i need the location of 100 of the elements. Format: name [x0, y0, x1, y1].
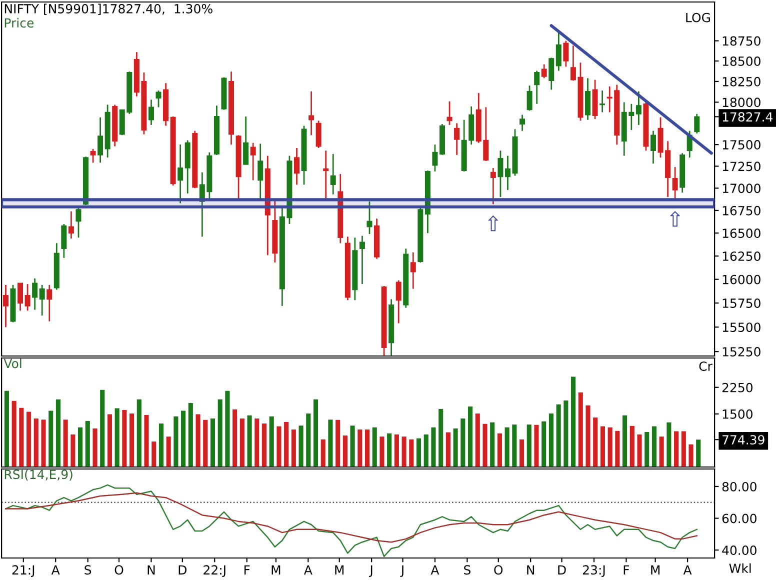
x-tick-label: S — [464, 565, 470, 575]
bar — [593, 417, 598, 467]
bar — [34, 418, 38, 467]
candlestick — [490, 167, 496, 205]
line-series — [5, 484, 698, 558]
bar — [431, 427, 436, 467]
bar — [107, 414, 112, 467]
candlestick — [98, 116, 104, 164]
candlestick — [18, 282, 24, 312]
candlestick — [541, 64, 547, 79]
y-tick-label: 774.39 — [722, 435, 764, 445]
candlestick — [526, 84, 532, 112]
annotation: ⇧ — [488, 215, 498, 232]
candlestick — [2, 284, 8, 328]
candlestick — [76, 207, 82, 238]
line-series — [5, 492, 698, 543]
y-tick-label: 16000 — [722, 274, 760, 284]
bar — [468, 406, 473, 467]
y-axis-title: Cr — [699, 361, 712, 371]
bar — [262, 423, 267, 467]
bar — [247, 415, 252, 467]
bar — [188, 402, 193, 467]
candlestick — [694, 113, 700, 134]
bar — [78, 427, 83, 467]
bar — [490, 422, 495, 467]
candlestick — [396, 280, 402, 324]
candlestick — [61, 223, 67, 259]
bar — [416, 438, 422, 467]
bar — [196, 414, 200, 467]
candlestick — [534, 70, 540, 105]
x-tick-label: D — [558, 565, 566, 574]
bar — [203, 420, 208, 467]
text: Price — [4, 18, 34, 28]
bar — [608, 427, 612, 467]
bar — [70, 434, 76, 467]
bar — [26, 412, 32, 467]
y-tick-label: 1500 — [722, 409, 752, 419]
bar — [269, 416, 274, 467]
chart-title: NIFTY [N59901]17827.40, 1.30% — [4, 4, 212, 15]
annotation: ⇧ — [670, 210, 680, 227]
bar — [342, 436, 348, 467]
x-tick-label: F — [244, 565, 250, 574]
bar — [92, 428, 98, 467]
y-tick-label: 16750 — [722, 206, 760, 216]
y-tick-label: 18250 — [722, 76, 760, 86]
bar — [402, 436, 406, 467]
candlestick — [330, 153, 336, 196]
x-tick-label: M — [272, 565, 280, 574]
bar — [666, 422, 672, 467]
y-tick-label: 15750 — [722, 298, 760, 308]
bar — [556, 404, 561, 467]
x-tick-label: A — [304, 565, 312, 574]
x-tick-label: M — [335, 565, 344, 574]
bar — [534, 424, 539, 467]
candlestick — [24, 283, 30, 312]
candlestick — [650, 130, 656, 164]
bar — [144, 414, 149, 467]
bar — [181, 410, 186, 467]
x-tick-label: D — [178, 565, 186, 574]
y-tick-label: 17500 — [722, 140, 760, 150]
bar — [358, 429, 362, 467]
candlestick — [366, 200, 372, 235]
bar — [674, 431, 679, 467]
x-axis-title: Wkl — [729, 563, 751, 573]
bar — [284, 422, 289, 467]
candlestick — [359, 235, 365, 285]
chart-title: Vol — [4, 358, 22, 368]
bar — [122, 410, 127, 467]
candlestick — [520, 114, 526, 132]
bar — [166, 436, 171, 467]
bar — [56, 399, 60, 467]
bar — [504, 427, 510, 467]
bar — [130, 414, 134, 467]
bar — [158, 423, 164, 467]
bar — [85, 420, 90, 467]
bar — [519, 439, 524, 467]
x-tick-label: A — [51, 565, 60, 574]
bar — [48, 410, 54, 467]
bar — [438, 408, 444, 467]
bar — [136, 399, 142, 467]
bar — [475, 414, 480, 467]
bar — [659, 436, 664, 467]
candlestick — [68, 210, 74, 240]
x-tick-label: J — [400, 565, 404, 577]
candlestick — [556, 30, 562, 72]
bar — [586, 405, 590, 467]
bar — [424, 434, 428, 467]
x-tick-label: S — [84, 565, 92, 575]
bar — [372, 427, 377, 467]
bar — [571, 376, 576, 467]
bar — [387, 433, 392, 467]
bar — [364, 429, 370, 467]
bar — [446, 432, 450, 467]
x-tick-label: F — [624, 565, 630, 574]
candlestick — [250, 142, 256, 181]
bar — [41, 420, 46, 467]
y-tick-label: 16500 — [722, 228, 760, 238]
x-tick-label: 22:J — [204, 565, 226, 577]
y-tick-label: 2250 — [722, 382, 752, 392]
y-tick-label: 60.00 — [722, 514, 756, 524]
